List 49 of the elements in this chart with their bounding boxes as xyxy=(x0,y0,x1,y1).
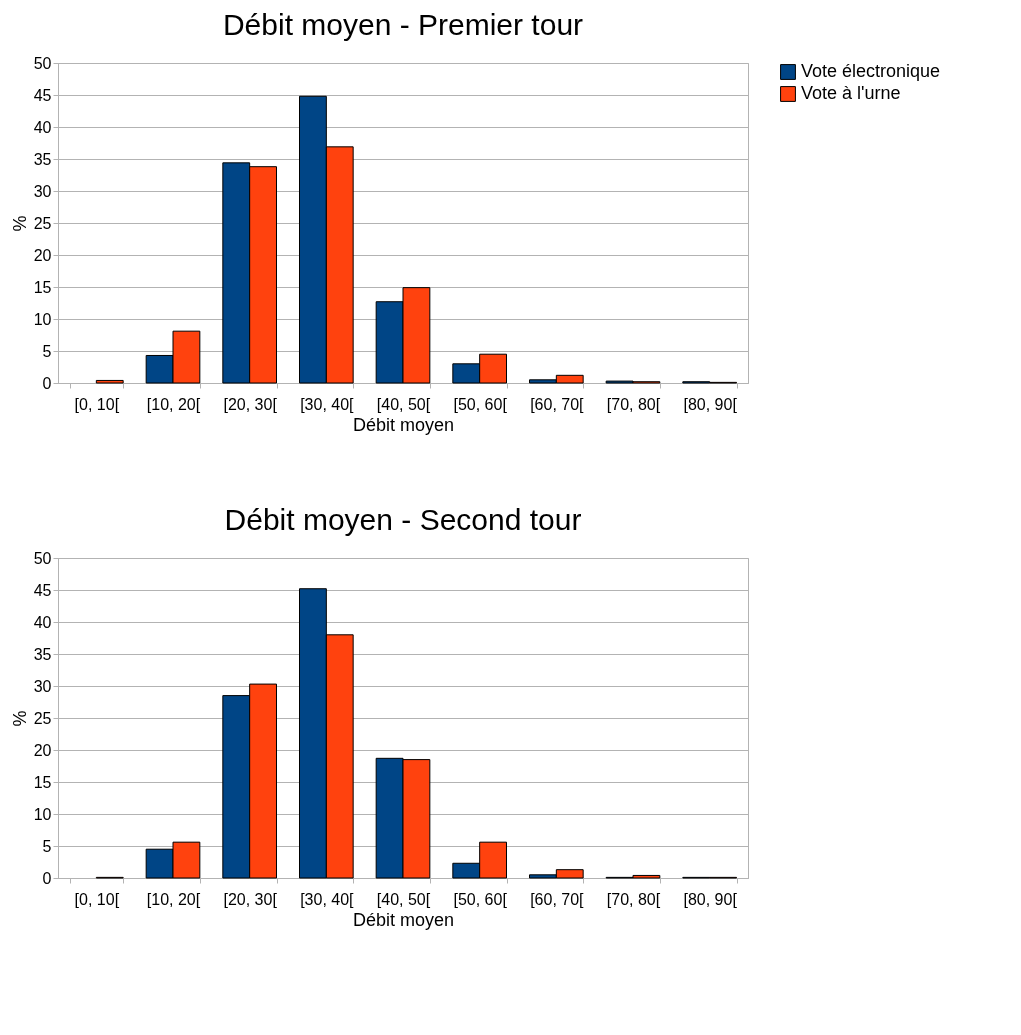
x-tick-label: [80, 90[ xyxy=(683,395,738,413)
y-tick-label: 20 xyxy=(33,741,52,759)
x-tick-label: [50, 60[ xyxy=(453,890,508,908)
y-axis-title: % xyxy=(9,710,30,727)
x-tick-label: [10, 20[ xyxy=(146,890,201,908)
y-tick-label: 20 xyxy=(33,246,52,264)
legend-label: Vote à l'urne xyxy=(801,83,901,103)
chart-title: Débit moyen - Second tour xyxy=(224,503,582,536)
y-tick-label: 30 xyxy=(33,182,52,200)
y-tick-label: 40 xyxy=(33,118,52,136)
y-tick-label: 10 xyxy=(33,805,52,823)
x-tick-label: [10, 20[ xyxy=(146,395,201,413)
y-tick-label: 50 xyxy=(33,54,52,72)
x-tick-label: [30, 40[ xyxy=(300,395,355,413)
x-tick-label: [0, 10[ xyxy=(74,395,120,413)
y-tick-label: 40 xyxy=(33,613,52,631)
y-tick-label: 35 xyxy=(33,150,52,168)
x-tick-label: [0, 10[ xyxy=(74,890,120,908)
x-tick-label: [30, 40[ xyxy=(300,890,355,908)
y-tick-label: 0 xyxy=(42,869,52,887)
y-tick-label: 5 xyxy=(42,342,52,360)
x-tick-label: [60, 70[ xyxy=(530,395,585,413)
x-tick-label: [20, 30[ xyxy=(223,395,278,413)
y-tick-label: 45 xyxy=(33,86,52,104)
y-tick-label: 5 xyxy=(42,837,52,855)
x-axis-title: Débit moyen xyxy=(352,909,455,930)
x-tick-label: [20, 30[ xyxy=(223,890,278,908)
y-tick-label: 50 xyxy=(33,549,52,567)
y-tick-label: 25 xyxy=(33,214,52,232)
chart-title: Débit moyen - Premier tour xyxy=(222,8,584,41)
y-tick-label: 25 xyxy=(33,709,52,727)
x-tick-label: [70, 80[ xyxy=(606,395,661,413)
y-tick-label: 30 xyxy=(33,677,52,695)
x-tick-label: [50, 60[ xyxy=(453,395,508,413)
x-axis-title: Débit moyen xyxy=(352,414,455,435)
bar xyxy=(95,379,124,384)
x-tick-label: [40, 50[ xyxy=(376,395,431,413)
y-tick-label: 10 xyxy=(33,310,52,328)
y-tick-label: 45 xyxy=(33,581,52,599)
y-tick-label: 15 xyxy=(33,278,52,296)
x-tick-label: [40, 50[ xyxy=(376,890,431,908)
x-tick-label: [60, 70[ xyxy=(530,890,585,908)
x-tick-label: [80, 90[ xyxy=(683,890,738,908)
y-tick-label: 0 xyxy=(42,374,52,392)
x-tick-label: [70, 80[ xyxy=(606,890,661,908)
legend-label: Vote électronique xyxy=(801,61,941,81)
y-tick-label: 35 xyxy=(33,645,52,663)
y-tick-label: 15 xyxy=(33,773,52,791)
y-axis-title: % xyxy=(9,215,30,232)
